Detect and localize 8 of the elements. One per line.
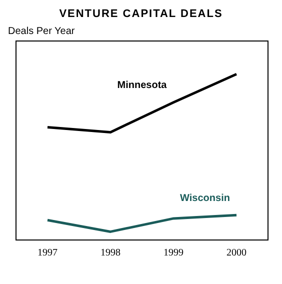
x-tick-label: 1998 (100, 248, 120, 259)
x-tick-label: 1997 (38, 248, 58, 259)
series-label: Minnesota (117, 80, 168, 92)
chart-title: VENTURE CAPITAL DEALS (58, 8, 224, 20)
x-tick-label: 1999 (164, 248, 184, 259)
x-tick-label: 2000 (226, 248, 246, 259)
y-axis-title: Deals Per Year (8, 26, 76, 37)
series-label: Wisconsin (180, 192, 230, 204)
